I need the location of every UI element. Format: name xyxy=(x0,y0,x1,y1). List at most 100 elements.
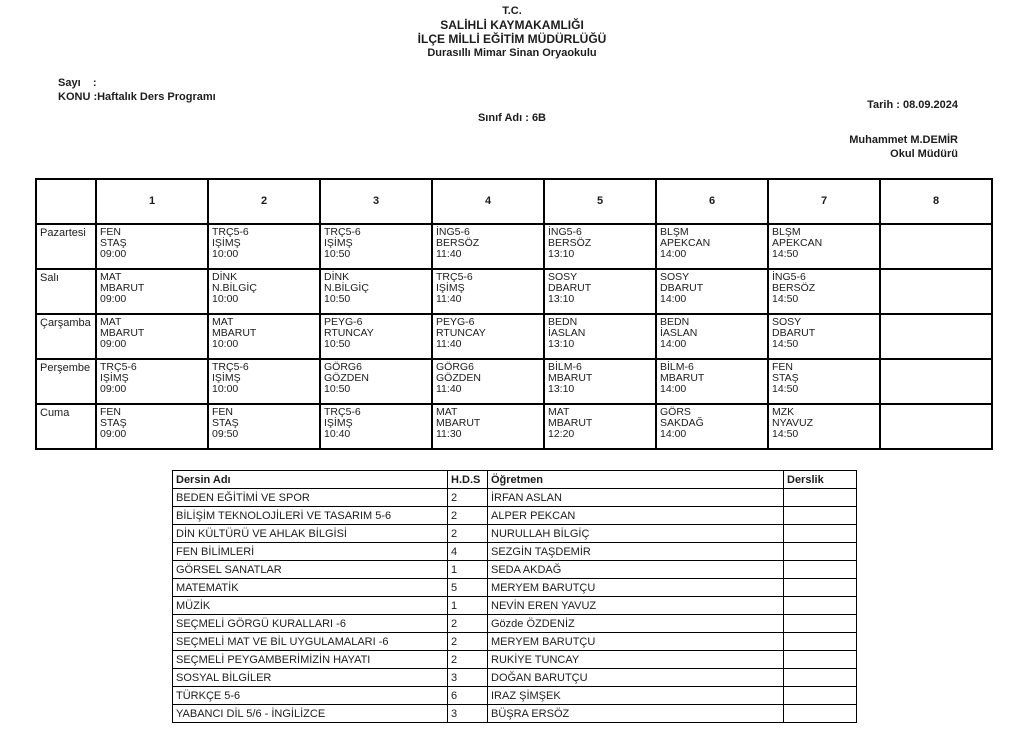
lesson-teacher: GÖZDEN xyxy=(436,372,481,384)
lesson-cell: GÖRG6 GÖZDEN 10:50 xyxy=(319,358,433,405)
lesson-teacher: N.BİLGİÇ xyxy=(212,282,257,294)
lesson-time: 14:00 xyxy=(660,338,687,350)
lesson-row: BİLİŞİM TEKNOLOJİLERİ VE TASARIM 5-6 2 ALP… xyxy=(172,506,857,525)
lesson-cell: İNG5-6 BERSÖZ 11:40 xyxy=(431,223,545,270)
period-header: 6 xyxy=(655,178,769,225)
lesson-cell: TRÇ5-6 IŞİMŞ 10:00 xyxy=(207,358,321,405)
lesson-row: MÜZİK 1 NEVİN EREN YAVUZ xyxy=(172,596,857,615)
period-header: 5 xyxy=(543,178,657,225)
lesson-classroom xyxy=(783,578,857,597)
lesson-cell: BİLM-6 MBARUT 14:00 xyxy=(655,358,769,405)
lessons-column-header: Öğretmen xyxy=(487,470,784,489)
lesson-name: SEÇMELİ GÖRGÜ KURALLARI -6 xyxy=(172,614,448,633)
period-header: 8 xyxy=(879,178,993,225)
lesson-course: BLŞM xyxy=(772,226,801,238)
lesson-course: BİLM-6 xyxy=(548,361,582,373)
period-header: 3 xyxy=(319,178,433,225)
lesson-teacher: BERSÖZ xyxy=(548,237,592,249)
lesson-row: DİN KÜLTÜRÜ VE AHLAK BİLGİSİ 2 NURULLAH Bİ… xyxy=(172,524,857,543)
lesson-teacher-name: MERYEM BARUTÇU xyxy=(487,632,784,651)
period-header: 7 xyxy=(767,178,881,225)
date-line: Tarih : 08.09.2024 xyxy=(867,99,958,111)
lesson-teacher-name: IRAZ ŞİMŞEK xyxy=(487,686,784,705)
lesson-teacher-name: SEZGİN TAŞDEMİR xyxy=(487,542,784,561)
lesson-time: 09:00 xyxy=(100,293,127,305)
lesson-hours: 2 xyxy=(447,506,488,525)
timetable-row: Cuma FEN STAŞ 09:00 FEN STAŞ 09:50 TRÇ5-6 IŞİMŞ 1… xyxy=(35,403,993,450)
lesson-time: 14:50 xyxy=(772,338,799,350)
header-tc: T.C. xyxy=(502,5,522,17)
lesson-classroom xyxy=(783,686,857,705)
lesson-time: 10:50 xyxy=(324,338,351,350)
lesson-hours: 1 xyxy=(447,596,488,615)
class-name-line: Sınıf Adı : 6B xyxy=(477,112,547,124)
lesson-cell: GÖRS SAKDAĞ 14:00 xyxy=(655,403,769,450)
lesson-time: 10:50 xyxy=(324,248,351,260)
lesson-time: 14:50 xyxy=(772,383,799,395)
lesson-time: 14:00 xyxy=(660,383,687,395)
lesson-cell: TRÇ5-6 IŞİMŞ 10:40 xyxy=(319,403,433,450)
corner-cell xyxy=(35,178,97,225)
lesson-classroom xyxy=(783,650,857,669)
lesson-time: 09:50 xyxy=(212,428,239,440)
lesson-row: BEDEN EĞİTİMİ VE SPOR 2 İRFAN ASLAN xyxy=(172,488,857,507)
lesson-cell xyxy=(879,223,993,270)
lesson-time: 10:00 xyxy=(212,338,239,350)
lesson-teacher: İASLAN xyxy=(548,327,586,339)
lesson-time: 14:00 xyxy=(660,428,687,440)
lesson-row: SOSYAL BİLGİLER 3 DOĞAN BARUTÇU xyxy=(172,668,857,687)
timetable-body: 1 2 3 4 5 6 7 8 Pazartesi FEN STAŞ 09:00 TRÇ5-6 IŞİMŞ… xyxy=(35,178,993,450)
lesson-time: 09:00 xyxy=(100,428,127,440)
lesson-cell: SOSY DBARUT 14:50 xyxy=(767,313,881,360)
lesson-classroom xyxy=(783,704,857,723)
lesson-cell: İNG5-6 BERSÖZ 13:10 xyxy=(543,223,657,270)
lesson-name: MÜZİK xyxy=(172,596,448,615)
lesson-course: TRÇ5-6 xyxy=(100,361,137,373)
lesson-time: 13:10 xyxy=(548,383,575,395)
lesson-course: BEDN xyxy=(660,316,690,328)
lesson-time: 10:50 xyxy=(324,383,351,395)
lesson-name: MATEMATİK xyxy=(172,578,448,597)
lesson-classroom xyxy=(783,560,857,579)
period-header: 2 xyxy=(207,178,321,225)
lesson-cell: PEYG-6 RTUNCAY 11:40 xyxy=(431,313,545,360)
lesson-time: 11:30 xyxy=(436,428,462,440)
lesson-cell: BEDN İASLAN 13:10 xyxy=(543,313,657,360)
header-kaymakamlik: SALİHLİ KAYMAKAMLIĞI xyxy=(440,18,584,32)
lesson-cell: MAT MBARUT 12:20 xyxy=(543,403,657,450)
lesson-course: SOSY xyxy=(660,271,690,283)
lesson-cell: PEYG-6 RTUNCAY 10:50 xyxy=(319,313,433,360)
lesson-row: SEÇMELİ GÖRGÜ KURALLARI -6 2 Gözde ÖZDENİZ xyxy=(172,614,857,633)
lesson-course: İNG5-6 xyxy=(772,271,806,283)
period-header: 1 xyxy=(95,178,209,225)
lesson-teacher-name: BÜŞRA ERSÖZ xyxy=(487,704,784,723)
lesson-teacher-name: Gözde ÖZDENİZ xyxy=(487,614,784,633)
lesson-cell: BİLM-6 MBARUT 13:10 xyxy=(543,358,657,405)
lesson-row: SEÇMELİ PEYGAMBERİMİZİN HAYATI 2 RUKİYE TU… xyxy=(172,650,857,669)
lesson-cell: BEDN İASLAN 14:00 xyxy=(655,313,769,360)
lesson-cell: FEN STAŞ 09:50 xyxy=(207,403,321,450)
lesson-time: 14:50 xyxy=(772,248,799,260)
lesson-hours: 5 xyxy=(447,578,488,597)
lessons-column-header: H.D.S xyxy=(447,470,488,489)
konu-line: KONU :Haftalık Ders Programı xyxy=(58,91,216,103)
lesson-classroom xyxy=(783,542,857,561)
lesson-time: 12:20 xyxy=(548,428,575,440)
lesson-time: 14:00 xyxy=(660,293,687,305)
lesson-course: FEN xyxy=(100,406,121,418)
lesson-cell xyxy=(879,268,993,315)
lesson-name: YABANCI DİL 5/6 - İNGİLİZCE xyxy=(172,704,448,723)
lesson-time: 09:00 xyxy=(100,338,127,350)
lesson-cell: MAT MBARUT 09:00 xyxy=(95,268,209,315)
lesson-classroom xyxy=(783,524,857,543)
lesson-teacher: DBARUT xyxy=(772,327,816,339)
lesson-course: TRÇ5-6 xyxy=(324,406,361,418)
lesson-cell: FEN STAŞ 14:50 xyxy=(767,358,881,405)
lesson-teacher-name: MERYEM BARUTÇU xyxy=(487,578,784,597)
lesson-teacher: IŞİMŞ xyxy=(324,237,353,249)
lesson-name: SEÇMELİ PEYGAMBERİMİZİN HAYATI xyxy=(172,650,448,669)
lesson-hours: 2 xyxy=(447,632,488,651)
lesson-course: FEN xyxy=(212,406,233,418)
lesson-teacher: STAŞ xyxy=(772,372,799,384)
day-label: Cuma xyxy=(35,403,97,450)
